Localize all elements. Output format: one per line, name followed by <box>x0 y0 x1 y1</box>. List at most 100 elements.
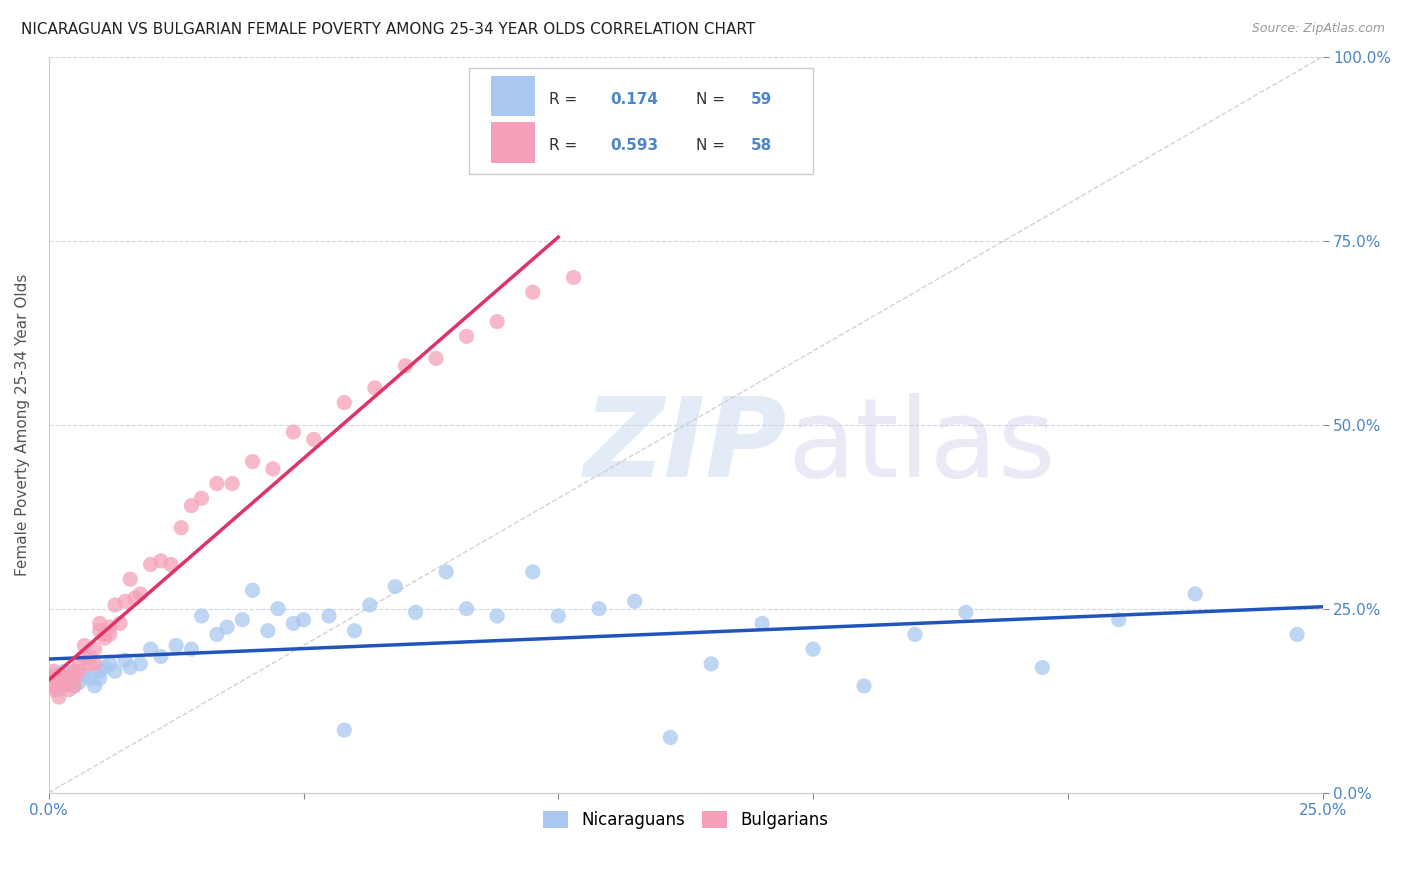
Point <box>48 690 70 704</box>
Point <box>89 664 111 678</box>
Point <box>129 587 152 601</box>
Point <box>267 601 290 615</box>
Point <box>120 660 142 674</box>
Point <box>359 598 381 612</box>
Point <box>48 682 70 697</box>
Point <box>333 723 356 737</box>
Point <box>522 565 544 579</box>
Point <box>486 609 509 624</box>
Point <box>659 731 682 745</box>
Point <box>98 620 121 634</box>
Point <box>38 672 60 686</box>
Point <box>405 605 427 619</box>
Point <box>1184 587 1206 601</box>
Point <box>149 649 172 664</box>
Point <box>79 657 101 671</box>
Point <box>108 616 131 631</box>
Text: 58: 58 <box>751 138 772 153</box>
Point <box>98 657 121 671</box>
Text: R =: R = <box>550 92 582 107</box>
Point <box>42 664 65 678</box>
Point <box>394 359 416 373</box>
Point <box>83 657 105 671</box>
FancyBboxPatch shape <box>470 68 813 175</box>
Point <box>114 594 136 608</box>
Text: atlas: atlas <box>787 393 1056 500</box>
Point <box>42 679 65 693</box>
Point <box>343 624 366 638</box>
Point <box>63 679 86 693</box>
Point <box>94 631 117 645</box>
Point <box>73 639 96 653</box>
Point <box>217 620 239 634</box>
Point <box>456 601 478 615</box>
Point <box>190 609 212 624</box>
Point <box>292 613 315 627</box>
Point <box>242 583 264 598</box>
Point <box>38 679 60 693</box>
Point <box>48 675 70 690</box>
Point <box>1286 627 1309 641</box>
Point <box>364 381 387 395</box>
Point <box>67 675 90 690</box>
Point <box>257 624 280 638</box>
Point <box>242 454 264 468</box>
Point <box>434 565 457 579</box>
Point <box>83 642 105 657</box>
Point <box>1031 660 1053 674</box>
Point <box>623 594 645 608</box>
Point <box>38 675 60 690</box>
Text: R =: R = <box>550 138 582 153</box>
Point <box>58 682 80 697</box>
Point <box>751 616 773 631</box>
Point <box>42 668 65 682</box>
Point <box>89 624 111 638</box>
Point <box>67 657 90 671</box>
Point <box>221 476 243 491</box>
Point <box>165 639 187 653</box>
Text: N =: N = <box>696 138 730 153</box>
Point <box>98 627 121 641</box>
Point <box>42 672 65 686</box>
Point <box>63 664 86 678</box>
Point <box>53 679 76 693</box>
Point <box>149 554 172 568</box>
Point <box>73 668 96 682</box>
FancyBboxPatch shape <box>491 122 536 163</box>
Point <box>89 616 111 631</box>
Point <box>262 462 284 476</box>
Point <box>89 672 111 686</box>
Point <box>1108 613 1130 627</box>
Point <box>302 433 325 447</box>
Point <box>42 679 65 693</box>
Point <box>79 649 101 664</box>
Text: 0.174: 0.174 <box>610 92 658 107</box>
Point <box>124 591 146 605</box>
Point <box>700 657 723 671</box>
Point <box>231 613 253 627</box>
Text: N =: N = <box>696 92 730 107</box>
FancyBboxPatch shape <box>491 76 536 116</box>
Point <box>104 598 127 612</box>
Point <box>853 679 876 693</box>
Point <box>547 609 569 624</box>
Point <box>283 616 305 631</box>
Point <box>53 675 76 690</box>
Point <box>333 395 356 409</box>
Point <box>58 675 80 690</box>
Point <box>425 351 447 366</box>
Point <box>139 558 162 572</box>
Point <box>63 672 86 686</box>
Point <box>129 657 152 671</box>
Point <box>48 672 70 686</box>
Point <box>79 672 101 686</box>
Point <box>53 672 76 686</box>
Point <box>42 682 65 697</box>
Point <box>588 601 610 615</box>
Point <box>486 315 509 329</box>
Point <box>104 664 127 678</box>
Point <box>205 627 228 641</box>
Point <box>94 660 117 674</box>
Point <box>160 558 183 572</box>
Point <box>904 627 927 641</box>
